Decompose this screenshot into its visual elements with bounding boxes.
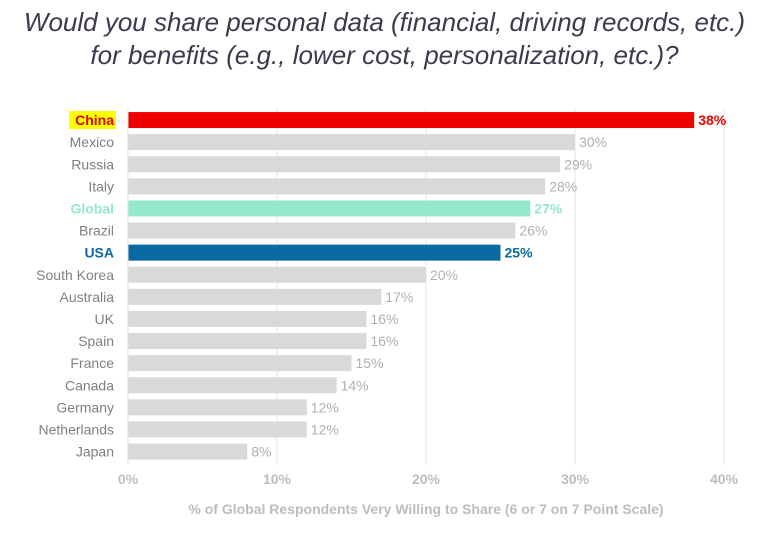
category-label: Italy — [88, 178, 114, 194]
value-label: 12% — [311, 399, 339, 415]
value-label: 16% — [370, 333, 398, 349]
chart-title-line-2: for benefits (e.g., lower cost, personal… — [90, 40, 679, 70]
bar — [128, 156, 561, 173]
category-label: China — [75, 112, 114, 128]
bar — [128, 222, 516, 239]
x-tick-label: 0% — [118, 471, 139, 487]
value-label: 8% — [251, 444, 271, 460]
value-label: 26% — [519, 223, 547, 239]
x-tick-label: 10% — [263, 471, 292, 487]
x-tick-label: 40% — [710, 471, 739, 487]
category-label: France — [70, 355, 114, 371]
value-label: 38% — [698, 112, 727, 128]
value-label: 29% — [564, 156, 592, 172]
bar — [128, 200, 531, 217]
category-label: Brazil — [79, 223, 114, 239]
x-tick-label: 30% — [561, 471, 590, 487]
chart-title: Would you share personal data (financial… — [0, 6, 769, 72]
bar — [128, 244, 501, 261]
value-label: 16% — [370, 311, 398, 327]
category-label: Spain — [78, 333, 114, 349]
category-label: Australia — [60, 289, 115, 305]
bar — [128, 399, 307, 416]
bar — [128, 134, 575, 151]
value-label: 20% — [430, 267, 458, 283]
value-label: 17% — [385, 289, 413, 305]
value-label: 30% — [579, 134, 607, 150]
value-label: 15% — [356, 355, 384, 371]
value-label: 28% — [549, 178, 577, 194]
category-label: UK — [95, 311, 115, 327]
bar — [128, 178, 546, 195]
category-label: Mexico — [70, 134, 115, 150]
bar — [128, 333, 367, 350]
category-label: USA — [84, 245, 114, 261]
category-label: Netherlands — [39, 421, 115, 437]
x-tick-label: 20% — [412, 471, 441, 487]
value-label: 12% — [311, 421, 339, 437]
bar — [128, 377, 337, 394]
category-label: Russia — [71, 156, 114, 172]
category-label: Canada — [65, 377, 114, 393]
bar — [128, 310, 367, 327]
bar — [128, 112, 695, 129]
category-label: Global — [70, 200, 114, 216]
value-label: 25% — [505, 245, 534, 261]
category-label-highlight — [69, 111, 116, 130]
value-label: 27% — [534, 200, 563, 216]
value-label: 14% — [341, 377, 369, 393]
category-label: South Korea — [36, 267, 114, 283]
bar — [128, 355, 352, 372]
chart-title-line-1: Would you share personal data (financial… — [23, 7, 746, 37]
bar — [128, 266, 426, 283]
x-axis-label: % of Global Respondents Very Willing to … — [188, 501, 664, 517]
bar — [128, 288, 382, 305]
bar — [128, 421, 307, 438]
bar — [128, 443, 248, 460]
category-label: Japan — [76, 444, 114, 460]
category-label: Germany — [56, 399, 114, 415]
